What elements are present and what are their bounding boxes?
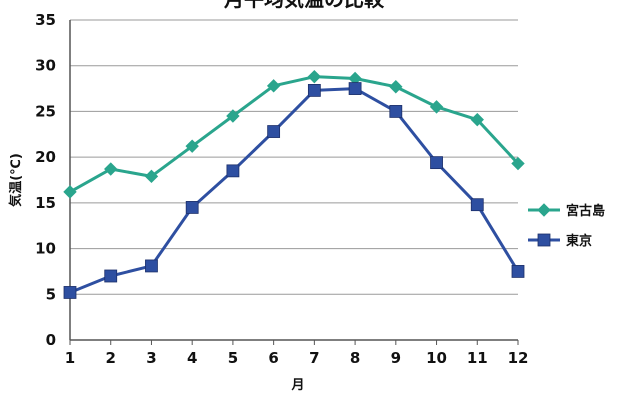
- x-tick-label: 6: [268, 349, 278, 367]
- x-tick-label: 9: [391, 349, 401, 367]
- data-point: [470, 112, 484, 127]
- data-point: [104, 162, 118, 176]
- data-point: [307, 84, 321, 97]
- x-tick-label: 8: [350, 349, 360, 367]
- data-point: [145, 259, 158, 273]
- data-point: [389, 80, 403, 94]
- y-tick-label: 35: [35, 11, 56, 29]
- legend-label: 東京: [566, 233, 592, 249]
- x-tick-label: 12: [508, 349, 529, 367]
- data-point: [144, 169, 159, 184]
- data-point: [470, 198, 484, 212]
- data-point: [307, 69, 322, 84]
- data-point: [104, 269, 118, 283]
- x-tick-label: 2: [106, 349, 116, 367]
- x-tick-label: 1: [65, 349, 75, 367]
- legend-label: 宮古島: [566, 203, 605, 219]
- legend-swatch-marker: [537, 233, 551, 247]
- data-point: [511, 156, 525, 171]
- legend-swatch-marker: [537, 203, 551, 217]
- data-point: [63, 185, 77, 199]
- x-tick-label: 3: [146, 349, 156, 367]
- data-point: [267, 125, 281, 138]
- series-line: [69, 75, 520, 194]
- data-point: [348, 82, 362, 95]
- data-point: [63, 286, 77, 299]
- series-2: [63, 82, 525, 299]
- x-tick-label: 11: [467, 349, 488, 367]
- y-tick-label: 5: [46, 285, 56, 303]
- x-tick-label: 7: [309, 349, 319, 367]
- y-tick-label: 20: [35, 148, 56, 166]
- data-point: [266, 79, 281, 93]
- y-tick-label: 10: [35, 240, 56, 258]
- y-tick-label: 15: [35, 194, 56, 212]
- x-tick-label: 5: [228, 349, 238, 367]
- series-line: [69, 87, 520, 294]
- y-tick-labels: 0 5 10 15 20 25 30 35: [35, 11, 56, 349]
- data-point: [430, 156, 443, 170]
- series-layer: [63, 69, 525, 299]
- legend-item: 宮古島: [528, 203, 605, 219]
- grid-lines: [70, 19, 518, 295]
- data-point: [185, 139, 199, 153]
- y-axis-title: 気温(℃): [8, 153, 24, 207]
- x-tick-label: 10: [426, 349, 447, 367]
- axes: [69, 20, 518, 341]
- x-axis-title: 月: [290, 378, 304, 393]
- x-tick-label: 4: [187, 349, 197, 367]
- legend-item: 東京: [528, 233, 592, 249]
- data-point: [511, 265, 525, 278]
- series-1: [63, 69, 525, 199]
- data-point: [226, 164, 240, 178]
- y-tick-label: 0: [46, 331, 56, 349]
- data-point: [185, 201, 199, 214]
- data-point: [226, 109, 240, 123]
- y-tick-label: 30: [35, 57, 56, 75]
- y-tick-label: 25: [35, 102, 56, 120]
- data-point: [389, 105, 403, 118]
- chart-title: 月平均気温の比較: [223, 0, 385, 11]
- data-point: [429, 100, 444, 114]
- x-tick-labels: 1 2 3 4 5 6 7 8 9 10 11 12: [65, 340, 529, 367]
